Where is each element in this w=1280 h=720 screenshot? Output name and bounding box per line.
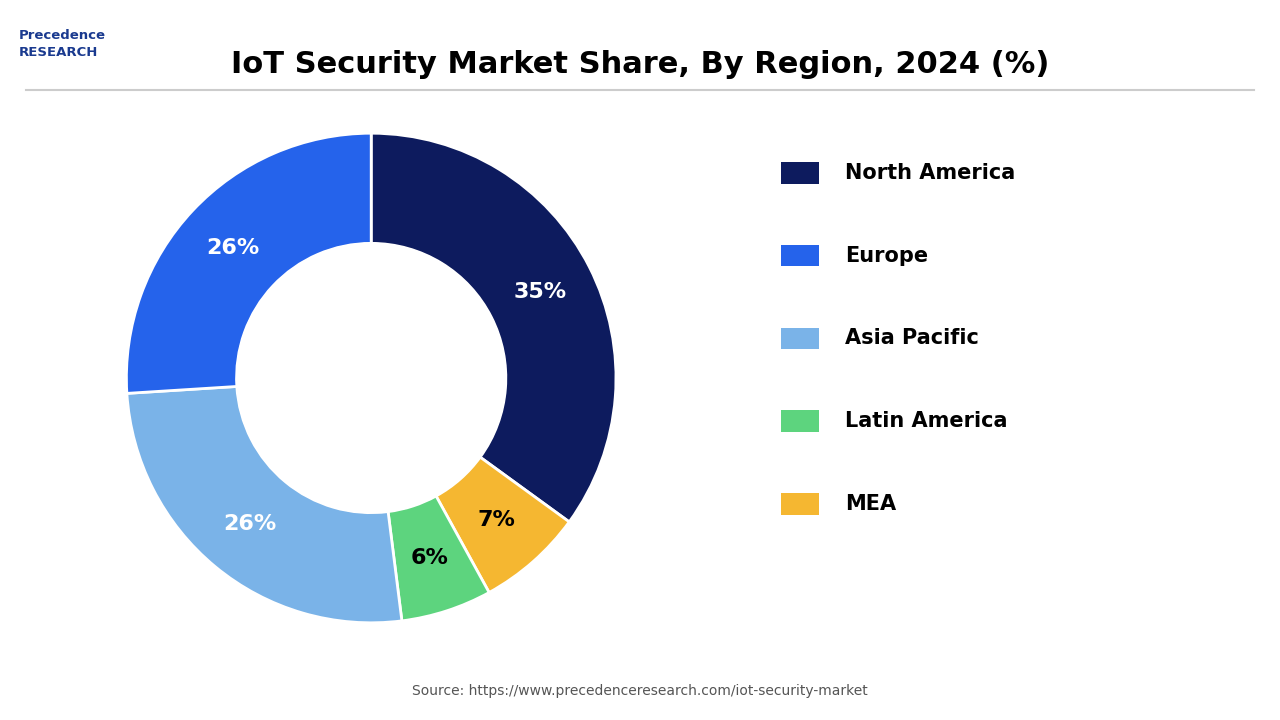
Wedge shape bbox=[371, 133, 616, 522]
Text: 35%: 35% bbox=[513, 282, 567, 302]
Text: Asia Pacific: Asia Pacific bbox=[845, 328, 979, 348]
Text: 6%: 6% bbox=[411, 549, 449, 568]
Text: Latin America: Latin America bbox=[845, 411, 1007, 431]
Text: Source: https://www.precedenceresearch.com/iot-security-market: Source: https://www.precedenceresearch.c… bbox=[412, 685, 868, 698]
Text: 26%: 26% bbox=[224, 514, 276, 534]
Text: MEA: MEA bbox=[845, 494, 896, 514]
Wedge shape bbox=[436, 457, 570, 593]
Circle shape bbox=[237, 243, 506, 513]
Text: North America: North America bbox=[845, 163, 1015, 183]
Text: 7%: 7% bbox=[477, 510, 516, 531]
Wedge shape bbox=[127, 387, 402, 623]
Wedge shape bbox=[127, 133, 371, 393]
Text: IoT Security Market Share, By Region, 2024 (%): IoT Security Market Share, By Region, 20… bbox=[230, 50, 1050, 79]
Text: 26%: 26% bbox=[206, 238, 260, 258]
Wedge shape bbox=[388, 496, 489, 621]
Text: Europe: Europe bbox=[845, 246, 928, 266]
Text: Precedence
RESEARCH: Precedence RESEARCH bbox=[19, 29, 106, 59]
